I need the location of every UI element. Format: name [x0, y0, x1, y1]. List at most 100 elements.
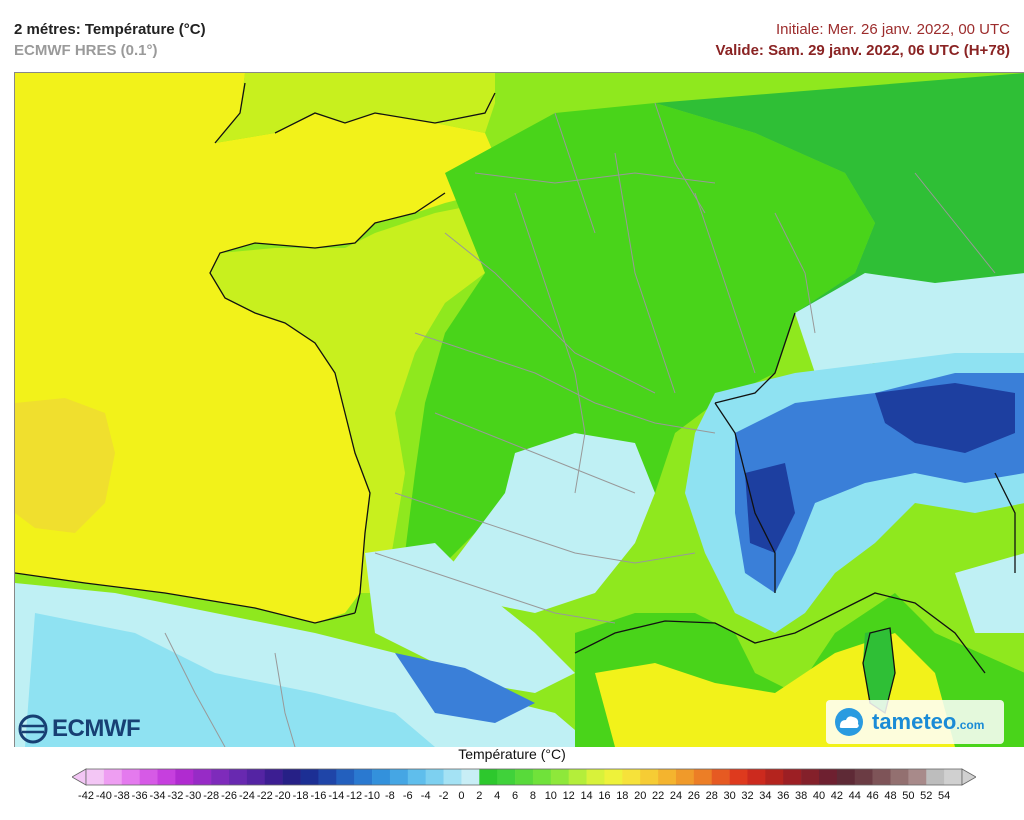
legend-title: Température (°C) — [458, 746, 566, 762]
legend-swatch — [282, 769, 301, 785]
legend-tick-label: -4 — [420, 790, 431, 802]
legend-swatch — [479, 769, 498, 785]
legend-swatch — [658, 769, 677, 785]
legend-swatch — [389, 769, 409, 785]
legend-tick-label: 8 — [529, 790, 536, 802]
legend-swatch — [139, 769, 158, 785]
ecmwf-logo: ECMWF — [18, 714, 141, 744]
plateau-cold — [795, 273, 1024, 373]
legend-tick-label: -40 — [95, 790, 112, 802]
cloud-icon — [835, 708, 863, 736]
iberia-cold — [25, 613, 435, 747]
legend-swatch — [711, 769, 730, 785]
legend-swatch — [443, 769, 462, 785]
legend-tick-label: -32 — [167, 790, 184, 802]
atlantic-warm-sea — [15, 73, 500, 623]
legend-swatch — [121, 769, 140, 785]
legend-tick-label: 30 — [723, 790, 736, 802]
legend-tick-label: 52 — [920, 790, 933, 802]
temperature-map[interactable] — [14, 72, 1024, 747]
massif-central-cold — [445, 433, 655, 613]
legend-swatch — [336, 769, 355, 785]
legend-tick-label: -38 — [113, 790, 130, 802]
legend-swatch — [622, 769, 641, 785]
admin-borders — [164, 102, 996, 747]
ecmwf-logo-text: ECMWF — [52, 715, 141, 742]
legend-tick-label: 54 — [937, 790, 951, 802]
alps-peaks-west — [745, 463, 795, 553]
legend-swatch — [604, 769, 623, 785]
legend-tick-label: 26 — [687, 790, 700, 802]
legend-swatch — [729, 769, 748, 785]
header-left: 2 métres: Température (°C) ECMWF HRES (0… — [14, 20, 206, 62]
tameteo-domain-text: .com — [956, 718, 985, 732]
ecmwf-emblem-icon — [18, 714, 48, 744]
legend-arrow-high — [961, 768, 976, 786]
legend-swatch — [461, 769, 480, 785]
legend-swatch — [157, 769, 176, 785]
legend-swatch — [318, 769, 337, 785]
legend-tick-label: 46 — [866, 790, 879, 802]
legend-swatch — [908, 769, 927, 785]
legend-tick-label: 16 — [598, 790, 611, 802]
legend-tick-label: -34 — [149, 790, 166, 802]
legend-tick-label: -8 — [385, 790, 395, 802]
legend-swatch — [783, 769, 802, 785]
legend-tick-label: -24 — [238, 790, 255, 802]
legend-swatch — [515, 769, 534, 785]
coastlines — [15, 82, 1016, 715]
legend-tick-label: -18 — [292, 790, 309, 802]
biscay-warm-core — [15, 398, 115, 533]
legend-tick-label: 22 — [651, 790, 665, 802]
legend-swatch — [407, 769, 426, 785]
legend-tick-label: 40 — [812, 790, 826, 802]
legend-swatch — [836, 769, 856, 785]
legend-swatch — [497, 769, 516, 785]
legend-tick-label: -22 — [256, 790, 273, 802]
legend-tick-label: -6 — [402, 790, 413, 802]
east-dark-green — [655, 73, 1024, 323]
legend-swatch — [532, 769, 552, 785]
pyrenees-peaks — [395, 653, 535, 723]
legend-swatch — [300, 769, 319, 785]
valid-time-label: Valide: Sam. 29 janv. 2022, 06 UTC (H+78… — [715, 42, 1010, 59]
legend-swatch — [550, 769, 569, 785]
legend-tick-label: -20 — [274, 790, 291, 802]
channel-band — [215, 73, 495, 143]
init-time-label: Initiale: Mer. 26 janv. 2022, 00 UTC — [775, 21, 1010, 38]
legend-tick-label: -30 — [185, 790, 202, 802]
model-subtitle: ECMWF HRES (0.1°) — [14, 42, 158, 59]
color-scale-bar — [72, 768, 976, 786]
legend-swatch — [675, 769, 695, 785]
legend-tick-label: 4 — [494, 790, 501, 802]
legend-tick-label: 34 — [759, 790, 772, 802]
legend-swatch — [640, 769, 659, 785]
coastal-mild-strip — [210, 203, 495, 593]
legend-swatch — [211, 769, 230, 785]
legend-tick-label: 24 — [669, 790, 683, 802]
legend-swatch — [890, 769, 909, 785]
legend-swatch — [193, 769, 212, 785]
legend-tick-label: 6 — [511, 790, 519, 802]
legend-tick-label: 28 — [705, 790, 718, 802]
legend-swatch — [944, 769, 963, 785]
legend-tick-label: 0 — [458, 790, 465, 802]
legend-swatch — [568, 769, 587, 785]
legend-swatch — [175, 769, 194, 785]
legend-tick-label: 50 — [902, 790, 915, 802]
italy-cold — [955, 553, 1024, 633]
tameteo-logo[interactable]: tameteo .com — [826, 700, 1004, 744]
legend-tick-label: -26 — [221, 790, 237, 802]
header-right: Initiale: Mer. 26 janv. 2022, 00 UTC Val… — [716, 20, 1010, 62]
legend-tick-label: 32 — [741, 790, 754, 802]
legend-tick-label: -36 — [131, 790, 148, 802]
legend-swatch — [354, 769, 373, 785]
legend-tick-label: -42 — [78, 790, 94, 802]
legend-tick-label: 10 — [544, 790, 557, 802]
legend-tick-label: 44 — [848, 790, 861, 802]
legend-tick-label: -2 — [438, 790, 449, 802]
legend-tick-label: -10 — [364, 790, 380, 802]
legend-swatch — [818, 769, 838, 785]
legend-tick-labels: -42 -40 -38 -36 -34 -32 -30 -28 -26 -24 -22 -20 -18-… — [0, 790, 1024, 806]
legend-swatch — [801, 769, 820, 785]
